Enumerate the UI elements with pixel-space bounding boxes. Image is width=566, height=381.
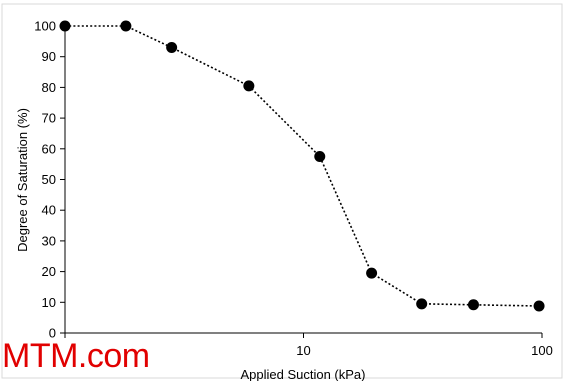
data-point xyxy=(166,41,178,53)
y-tick-label: 80 xyxy=(42,80,56,95)
y-tick-label: 10 xyxy=(42,295,56,310)
y-tick-label: 0 xyxy=(49,326,56,341)
x-tick-label: 10 xyxy=(296,343,310,358)
plot-frame xyxy=(1,3,563,379)
y-tick-label: 90 xyxy=(42,49,56,64)
y-tick-label: 30 xyxy=(42,233,56,248)
x-tick-label: 100 xyxy=(531,343,553,358)
y-axis: 0 10 20 30 40 50 60 70 80 90 100 xyxy=(34,19,66,341)
data-point xyxy=(120,20,132,32)
y-axis-title: Degree of Saturation (%) xyxy=(15,108,30,252)
data-point xyxy=(243,80,255,92)
y-tick-label: 20 xyxy=(42,264,56,279)
x-axis: 10 100 xyxy=(64,332,553,358)
y-tick-label: 70 xyxy=(42,111,56,126)
series-line xyxy=(65,25,540,307)
y-tick-label: 40 xyxy=(42,203,56,218)
watermark-text: MTM.com xyxy=(2,337,150,375)
y-tick-label: 50 xyxy=(42,172,56,187)
data-point xyxy=(59,20,71,32)
data-point xyxy=(467,299,479,311)
data-point xyxy=(366,267,378,279)
data-point xyxy=(416,298,428,310)
data-point xyxy=(533,300,545,312)
data-point xyxy=(314,150,326,162)
series-saturation xyxy=(59,20,545,312)
y-tick-label: 60 xyxy=(42,141,56,156)
x-axis-title: Applied Suction (kPa) xyxy=(240,367,365,381)
y-tick-label: 100 xyxy=(34,19,56,34)
